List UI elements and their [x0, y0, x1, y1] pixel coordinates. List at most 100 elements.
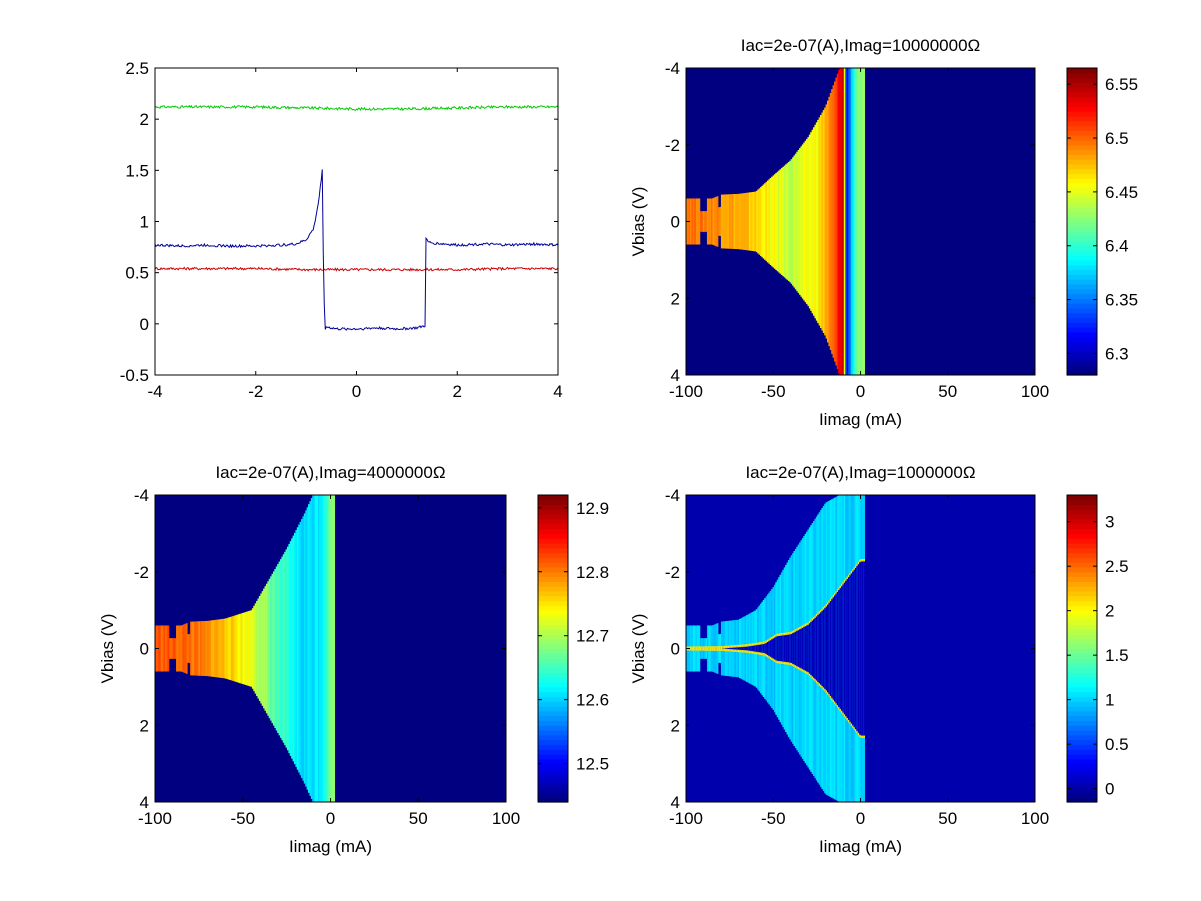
heatmap-column [754, 191, 757, 252]
heatmap-ridge [825, 604, 828, 607]
heatmap-column [166, 625, 168, 672]
heatmap-column [199, 621, 202, 676]
y-tick-label: 1 [140, 213, 149, 232]
heatmap-ridge [813, 616, 815, 620]
colorbar-swatch [1067, 341, 1097, 347]
heatmap-column [285, 549, 288, 748]
heatmap-ridge [829, 695, 832, 699]
colorbar-swatch [538, 576, 568, 582]
heatmap-ridge [722, 645, 724, 649]
heatmap-inner [744, 645, 747, 652]
heatmap-column [843, 68, 846, 375]
heatmap-ridge [746, 650, 748, 653]
heatmap-ridge [686, 646, 688, 649]
heatmap-ridge [771, 657, 773, 661]
y-axis-label: Vbias (V) [98, 614, 117, 684]
heatmap-column [836, 73, 839, 370]
colorbar-swatch [1067, 595, 1097, 602]
heatmap-column [733, 194, 736, 249]
heatmap-ridge [765, 640, 768, 643]
colorbar-swatch [1067, 327, 1097, 333]
heatmap-column [850, 68, 853, 375]
heatmap-inner [755, 643, 758, 654]
colorbar-swatch [538, 552, 568, 558]
heatmap-column [272, 571, 275, 726]
colorbar-swatch [1067, 614, 1097, 621]
heatmap-column [197, 621, 199, 676]
heatmap-ridge [747, 644, 750, 647]
heatmap-ridge [839, 708, 842, 712]
heatmap-ridge [804, 670, 807, 674]
heatmap-ridge [772, 636, 775, 639]
heatmap-inner [772, 637, 775, 660]
heatmap-column [829, 92, 832, 351]
heatmap-ridge [826, 602, 829, 605]
heatmap-ridge [704, 646, 706, 649]
colorbar-swatch [538, 528, 568, 534]
colorbar-swatch [1067, 331, 1097, 338]
y-tick-label: 1.5 [125, 161, 149, 180]
heatmap-ridge [825, 690, 828, 693]
heatmap-ridge [860, 559, 863, 562]
heatmap-ridge [821, 686, 824, 689]
heatmap-column [167, 625, 170, 672]
heatmap-ridge [751, 651, 754, 654]
colorbar-swatch [1067, 211, 1097, 218]
heatmap-ridge [702, 646, 705, 649]
heatmap-column [257, 598, 260, 699]
heatmap-inner [790, 632, 793, 665]
colorbar-swatch [538, 758, 568, 765]
heatmap-ridge [789, 632, 791, 635]
heatmap-ridge [750, 643, 752, 647]
heatmap-ridge [792, 663, 794, 667]
heatmap-column [708, 198, 711, 245]
colorbar-swatch [538, 634, 568, 640]
heatmap-ridge [736, 649, 738, 653]
heatmap-ridge [852, 725, 854, 728]
heatmap-ridge [808, 673, 811, 677]
heatmap-ridge [706, 648, 709, 651]
heatmap-ridge [832, 699, 835, 703]
heatmap-ridge [758, 652, 761, 655]
colorbar-swatch [538, 682, 568, 688]
heatmap-column [792, 157, 794, 286]
colorbar-frame [1066, 494, 1098, 803]
heatmap-column [251, 608, 254, 689]
heatmap-column [215, 619, 218, 678]
colorbar-swatch [538, 792, 568, 798]
colorbar-swatch [1067, 346, 1097, 352]
heatmap-ridge [705, 648, 708, 651]
heatmap-inner [826, 603, 829, 694]
heatmap-inner [794, 630, 797, 667]
heatmap-column [799, 148, 801, 295]
heatmap-ridge [799, 667, 801, 671]
heatmap-column [243, 612, 246, 685]
heatmap-column [305, 510, 307, 787]
colorbar-swatch [1067, 523, 1097, 530]
heatmap-inner [778, 634, 780, 663]
x-tick-label: 50 [409, 809, 428, 828]
colorbar-swatch [538, 595, 568, 602]
heatmap-column [176, 625, 178, 672]
heatmap-column [211, 620, 213, 677]
heatmap-column [258, 596, 261, 701]
heatmap-column [171, 638, 174, 659]
heatmap-column [308, 504, 310, 793]
heatmap-ridge [854, 565, 857, 568]
heatmap-ridge [856, 563, 859, 567]
heatmap-ridge [740, 644, 743, 648]
y-tick-label: 0 [671, 640, 680, 659]
heatmap-column [824, 107, 826, 336]
colorbar-swatch [1067, 115, 1097, 122]
heatmap-column [782, 166, 785, 277]
colorbar-swatch [1067, 293, 1097, 299]
heatmap-column [284, 551, 286, 746]
heatmap-column [177, 625, 180, 672]
colorbar-swatch [1067, 355, 1097, 362]
heatmap-column [761, 185, 764, 258]
y-axis-label: Vbias (V) [629, 187, 648, 257]
heatmap-ridge [835, 591, 838, 594]
axes-2: -100 -50 0 50 100 -4 -2 0 2 4 Iac=2e-07(A),Imag=10… [629, 36, 1049, 429]
colorbar-swatch [1067, 226, 1097, 232]
heatmap-inner [771, 638, 773, 659]
